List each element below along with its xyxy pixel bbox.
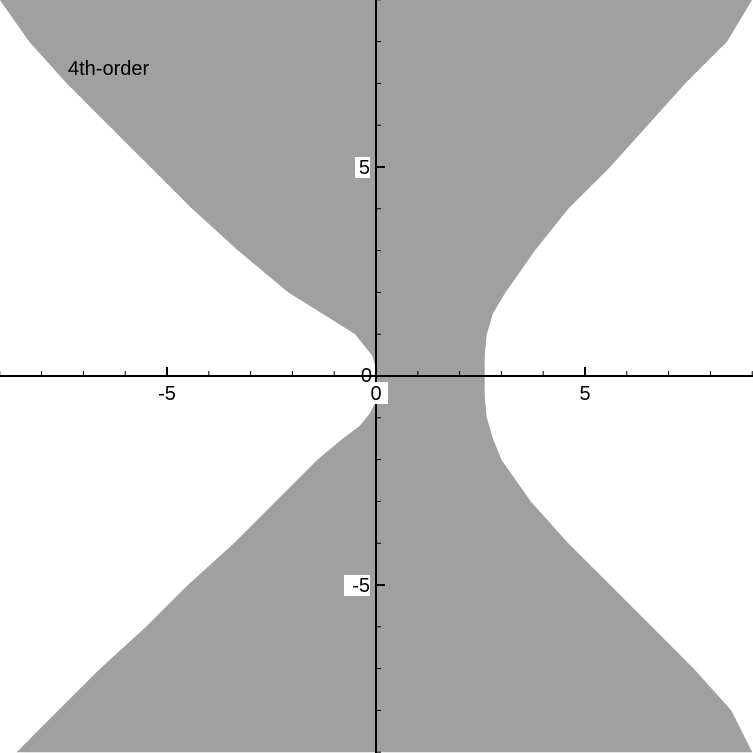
x-tick-label: 5 bbox=[579, 383, 590, 405]
annotation-label: 4th-order bbox=[68, 58, 149, 80]
x-tick-label: 0 bbox=[370, 383, 381, 405]
y-tick-label-bg bbox=[344, 575, 370, 596]
y-tick-label: -5 bbox=[352, 575, 370, 597]
y-tick-label: 0 bbox=[361, 365, 372, 387]
x-tick-label: -5 bbox=[158, 383, 176, 405]
y-tick-label: 5 bbox=[359, 157, 370, 179]
x-tick-label-bg bbox=[364, 382, 388, 404]
y-tick-label-bg bbox=[355, 157, 370, 178]
